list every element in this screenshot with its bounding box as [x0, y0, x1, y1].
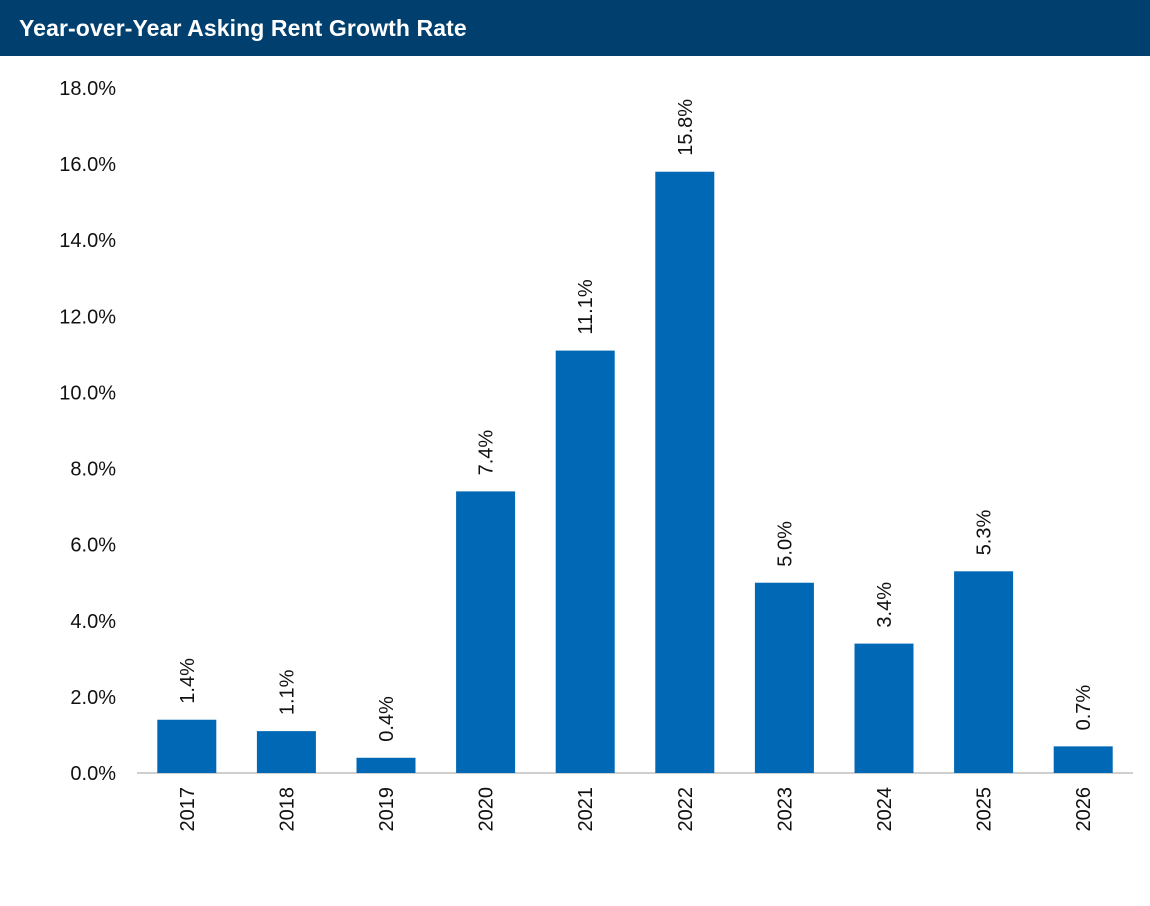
- y-tick-label: 4.0%: [70, 611, 116, 633]
- bar-2019: [357, 758, 416, 773]
- y-tick-label: 16.0%: [59, 154, 116, 176]
- data-label: 15.8%: [675, 99, 697, 156]
- y-tick-label: 12.0%: [59, 306, 116, 328]
- y-tick-label: 0.0%: [70, 763, 116, 785]
- data-label: 1.1%: [276, 669, 298, 715]
- x-tick-label: 2020: [476, 787, 498, 832]
- x-tick-label: 2019: [376, 787, 398, 832]
- bar-2018: [257, 731, 316, 773]
- bar-2023: [755, 583, 814, 773]
- x-tick-label: 2017: [177, 787, 199, 832]
- data-label: 3.4%: [874, 582, 896, 628]
- data-label: 0.7%: [1073, 685, 1095, 731]
- y-tick-label: 14.0%: [59, 230, 116, 252]
- y-tick-label: 2.0%: [70, 687, 116, 709]
- y-tick-label: 10.0%: [59, 382, 116, 404]
- x-tick-label: 2022: [675, 787, 697, 832]
- bar-2026: [1054, 746, 1113, 773]
- bar-2021: [556, 351, 615, 773]
- x-tick-label: 2023: [774, 787, 796, 832]
- y-tick-label: 8.0%: [70, 459, 116, 481]
- x-tick-label: 2018: [276, 787, 298, 832]
- data-label: 5.3%: [974, 510, 996, 556]
- bar-2022: [655, 172, 714, 773]
- data-label: 5.0%: [774, 521, 796, 567]
- bar-2024: [855, 644, 914, 773]
- bar-2020: [456, 491, 515, 773]
- x-tick-label: 2026: [1073, 787, 1095, 832]
- x-tick-label: 2025: [974, 787, 996, 832]
- x-tick-label: 2021: [575, 787, 597, 832]
- y-tick-label: 6.0%: [70, 535, 116, 557]
- bar-2025: [954, 571, 1013, 773]
- bar-2017: [157, 720, 216, 773]
- x-tick-label: 2024: [874, 787, 896, 832]
- data-label: 0.4%: [376, 696, 398, 742]
- data-label: 11.1%: [575, 279, 597, 334]
- data-label: 1.4%: [177, 658, 199, 704]
- data-label: 7.4%: [476, 430, 498, 476]
- y-tick-label: 18.0%: [59, 78, 116, 100]
